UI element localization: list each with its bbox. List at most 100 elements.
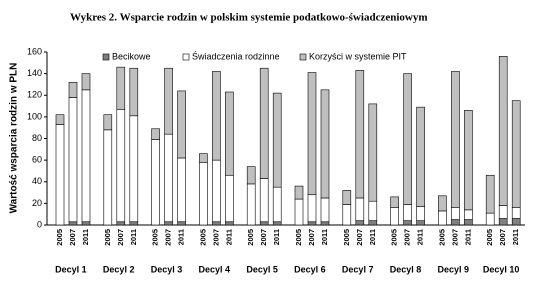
group-label: Decyl 1 bbox=[55, 264, 87, 274]
x-tick-label: 2005 bbox=[246, 229, 255, 246]
chart-title: Wykres 2. Wsparcie rodzin w polskim syst… bbox=[70, 12, 428, 24]
bar-segment bbox=[272, 221, 282, 226]
bar-segment bbox=[416, 220, 425, 226]
bar-segment bbox=[81, 221, 91, 226]
x-tick-label: 2007 bbox=[211, 229, 220, 246]
bar-segment bbox=[464, 110, 473, 211]
bar-segment bbox=[259, 178, 269, 223]
group-label: Decyl 4 bbox=[199, 264, 231, 274]
x-tick-label: 2005 bbox=[103, 229, 112, 246]
x-tick-label: 2007 bbox=[68, 229, 77, 246]
bar-segment bbox=[511, 218, 521, 226]
bar-segment bbox=[55, 124, 65, 226]
bar-segment bbox=[320, 197, 330, 223]
bar-segment bbox=[199, 153, 208, 163]
x-tick-label: 2005 bbox=[294, 229, 303, 246]
legend-label: Świadczenia rodzinne bbox=[192, 50, 280, 61]
bar-segment bbox=[355, 220, 365, 226]
bar-segment bbox=[451, 219, 460, 226]
legend-label: Becikowe bbox=[112, 51, 151, 61]
bar-segment bbox=[464, 219, 473, 226]
bar-segment bbox=[320, 221, 330, 226]
group-label: Decyl 5 bbox=[246, 264, 278, 274]
bar-segment bbox=[225, 91, 234, 176]
bar-segment bbox=[485, 212, 495, 226]
bar-segment bbox=[225, 221, 234, 226]
bar-segment bbox=[151, 139, 160, 226]
bar-segment bbox=[416, 106, 425, 207]
bar-segment bbox=[355, 70, 365, 199]
bar-segment bbox=[342, 204, 352, 226]
bar-segment bbox=[272, 186, 282, 223]
bar-segment bbox=[68, 97, 78, 223]
bar-segment bbox=[116, 66, 126, 110]
bar-segment bbox=[177, 221, 186, 226]
bar-segment bbox=[81, 89, 91, 223]
bar-segment bbox=[116, 109, 126, 223]
x-tick-label: 2011 bbox=[129, 229, 138, 245]
x-tick-label: 2011 bbox=[511, 229, 520, 245]
bar-segment bbox=[55, 114, 65, 125]
legend-swatch bbox=[182, 53, 190, 61]
x-tick-label: 2005 bbox=[151, 229, 160, 246]
x-tick-label: 2005 bbox=[437, 229, 446, 246]
bar-segment bbox=[390, 207, 399, 226]
bar-segment bbox=[403, 73, 412, 205]
bar-segment bbox=[294, 198, 304, 226]
bar-segment bbox=[355, 197, 365, 221]
bar-segment bbox=[498, 56, 508, 206]
bar-segment bbox=[164, 133, 173, 223]
bar-segment bbox=[164, 67, 173, 135]
x-tick-label: 2007 bbox=[498, 229, 507, 246]
bar-segment bbox=[212, 159, 221, 223]
y-tick-label: 60 bbox=[32, 155, 42, 165]
x-tick-label: 2007 bbox=[307, 229, 316, 246]
bar-segment bbox=[368, 200, 378, 221]
group-label: Decyl 3 bbox=[151, 264, 183, 274]
x-tick-label: 2005 bbox=[198, 229, 207, 246]
x-tick-label: 2011 bbox=[177, 229, 186, 245]
y-tick-label: 0 bbox=[37, 219, 42, 229]
bar-segment bbox=[307, 72, 317, 196]
group-label: Decyl 6 bbox=[294, 264, 326, 274]
bar-segment bbox=[246, 183, 256, 226]
x-tick-label: 2011 bbox=[272, 229, 281, 245]
bar-segment bbox=[464, 209, 473, 220]
group-label: Decyl 7 bbox=[342, 264, 374, 274]
group-label: Decyl 8 bbox=[390, 264, 422, 274]
x-tick-label: 2005 bbox=[390, 229, 399, 246]
bar-segment bbox=[368, 103, 378, 202]
bar-segment bbox=[438, 195, 447, 212]
group-label: Decyl 9 bbox=[438, 264, 470, 274]
group-label: Decyl 2 bbox=[103, 264, 135, 274]
group-label: Decyl 10 bbox=[483, 264, 520, 274]
bar-segment bbox=[151, 128, 160, 140]
bar-segment bbox=[129, 115, 139, 223]
x-tick-label: 2011 bbox=[416, 229, 425, 245]
bar-segment bbox=[68, 221, 78, 226]
y-tick-label: 140 bbox=[27, 68, 42, 78]
bar-segment bbox=[129, 67, 139, 117]
y-tick-label: 80 bbox=[32, 133, 42, 143]
x-tick-label: 2007 bbox=[403, 229, 412, 246]
bar-segment bbox=[103, 129, 113, 226]
y-tick-label: 40 bbox=[32, 176, 42, 186]
x-tick-label: 2011 bbox=[368, 229, 377, 245]
bar-segment bbox=[498, 205, 508, 219]
y-axis-label: Wartość wsparcia rodzin w PLN bbox=[9, 63, 20, 214]
bar-segment bbox=[451, 207, 460, 220]
bar-segment bbox=[129, 221, 139, 226]
y-tick-label: 100 bbox=[27, 111, 42, 121]
bar-segment bbox=[451, 71, 460, 209]
y-tick-label: 20 bbox=[32, 198, 42, 208]
bar-segment bbox=[294, 185, 304, 200]
bar-segment bbox=[259, 67, 269, 179]
y-tick-label: 120 bbox=[27, 90, 42, 100]
bar-segment bbox=[246, 166, 256, 185]
y-tick-label: 160 bbox=[27, 46, 42, 56]
x-tick-label: 2007 bbox=[259, 229, 268, 246]
bar-segment bbox=[485, 174, 495, 214]
x-tick-label: 2005 bbox=[342, 229, 351, 246]
x-tick-label: 2011 bbox=[320, 229, 329, 245]
bar-segment bbox=[342, 190, 352, 205]
